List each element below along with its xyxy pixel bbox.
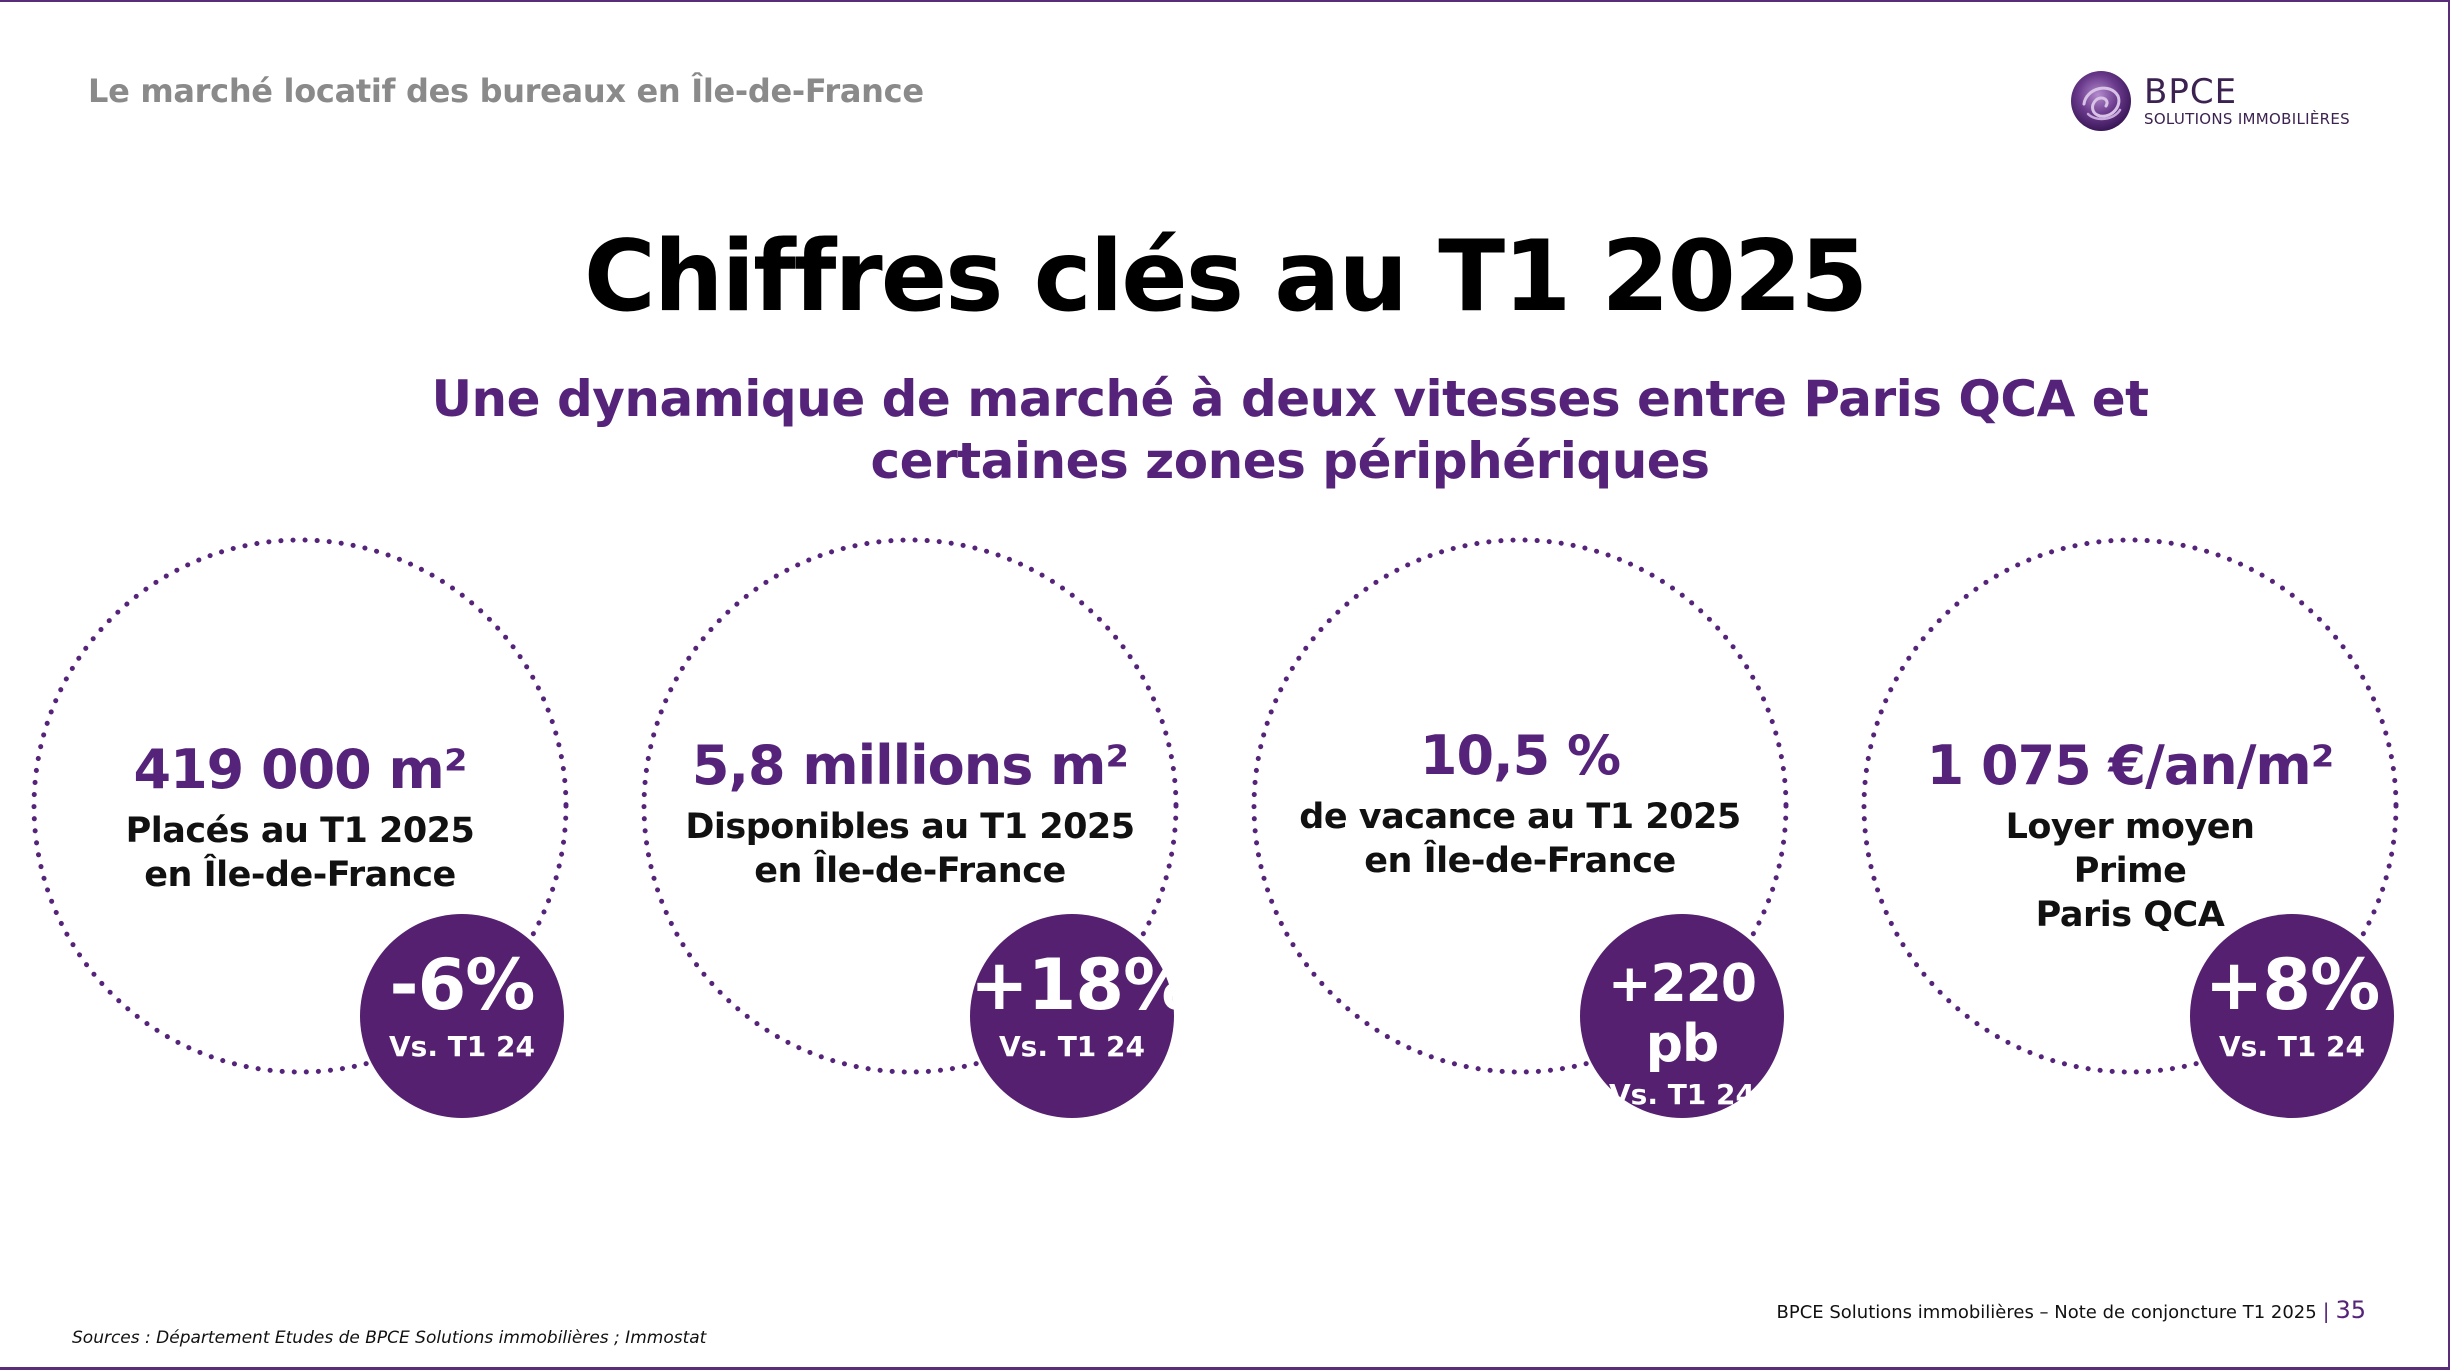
badge-change-value: +8% [2204,944,2381,1026]
kpi-change-badge: +220 pb Vs. T1 24 [1580,914,1784,1118]
dotted-circle-ring [31,537,569,1075]
kpi-card-available-area: 5,8 millions m² Disponibles au T1 2025 e… [640,536,1193,1118]
kpi-card-placed-area: 419 000 m² Placés au T1 2025 en Île-de-F… [30,536,570,1118]
kpi-label-line-2: en Île-de-France [754,851,1066,891]
badge-change-value: +18% [970,944,1193,1026]
kpi-label-line-3: Paris QCA [2035,895,2225,935]
kpi-label-line-2: en Île-de-France [1364,841,1676,881]
kpi-value: 5,8 millions m² [691,734,1129,797]
footer-sources: Sources : Département Etudes de BPCE Sol… [72,1328,707,1348]
bpce-logo: BPCE SOLUTIONS IMMOBILIÈRES [2070,70,2350,132]
badge-comparison: Vs. T1 24 [388,1030,535,1063]
kpi-label-line-2: Prime [2073,851,2187,891]
kpi-change-badge: +8% Vs. T1 24 [2190,914,2394,1118]
bpce-logo-icon [2070,70,2132,132]
header-title: Le marché locatif des bureaux en Île-de-… [88,72,924,110]
footer-note-text: BPCE Solutions immobilières – Note de co… [1776,1302,2317,1323]
right-border [2448,0,2450,1370]
footer-note: BPCE Solutions immobilières – Note de co… [1776,1296,2366,1324]
badge-comparison: Vs. T1 24 [1608,1078,1755,1111]
kpi-label-line-1: Disponibles au T1 2025 [685,807,1135,847]
kpi-label-line-1: Placés au T1 2025 [125,811,475,851]
kpi-card-prime-rent: 1 075 €/an/m² Loyer moyen Prime Paris QC… [1860,536,2400,1118]
dotted-circle-ring [1861,537,2399,1075]
kpi-label-line-2: en Île-de-France [144,855,456,895]
page-subtitle: Une dynamique de marché à deux vitesses … [425,368,2155,492]
badge-comparison: Vs. T1 24 [2218,1030,2365,1063]
bottom-border [0,1367,2450,1370]
kpi-change-badge: +18% Vs. T1 24 [970,914,1193,1118]
page-title: Chiffres clés au T1 2025 [583,220,1868,334]
badge-change-value: -6% [389,944,536,1026]
subtitle-line-1: Une dynamique de marché à deux vitesses … [431,370,2149,428]
badge-change-value: +220 pb [1607,954,1757,1074]
footer-separator: | [2322,1299,2330,1323]
dotted-circle-ring [1251,537,1789,1075]
kpi-card-vacancy-rate: 10,5 % de vacance au T1 2025 en Île-de-F… [1250,536,1790,1118]
kpi-value: 1 075 €/an/m² [1926,734,2335,797]
logo-subline: SOLUTIONS IMMOBILIÈRES [2144,110,2350,128]
kpi-value: 419 000 m² [133,738,468,801]
logo-brand-name: BPCE [2144,72,2238,112]
kpi-value: 10,5 % [1419,724,1621,787]
kpi-change-badge: -6% Vs. T1 24 [360,914,564,1118]
page-number: 35 [2335,1296,2366,1324]
subtitle-line-2: certaines zones périphériques [870,432,1710,490]
top-border [0,0,2450,2]
badge-comparison: Vs. T1 24 [998,1030,1145,1063]
kpi-label-line-1: Loyer moyen [2005,807,2255,847]
dotted-circle-ring [641,537,1179,1075]
kpi-label-line-1: de vacance au T1 2025 [1299,797,1741,837]
